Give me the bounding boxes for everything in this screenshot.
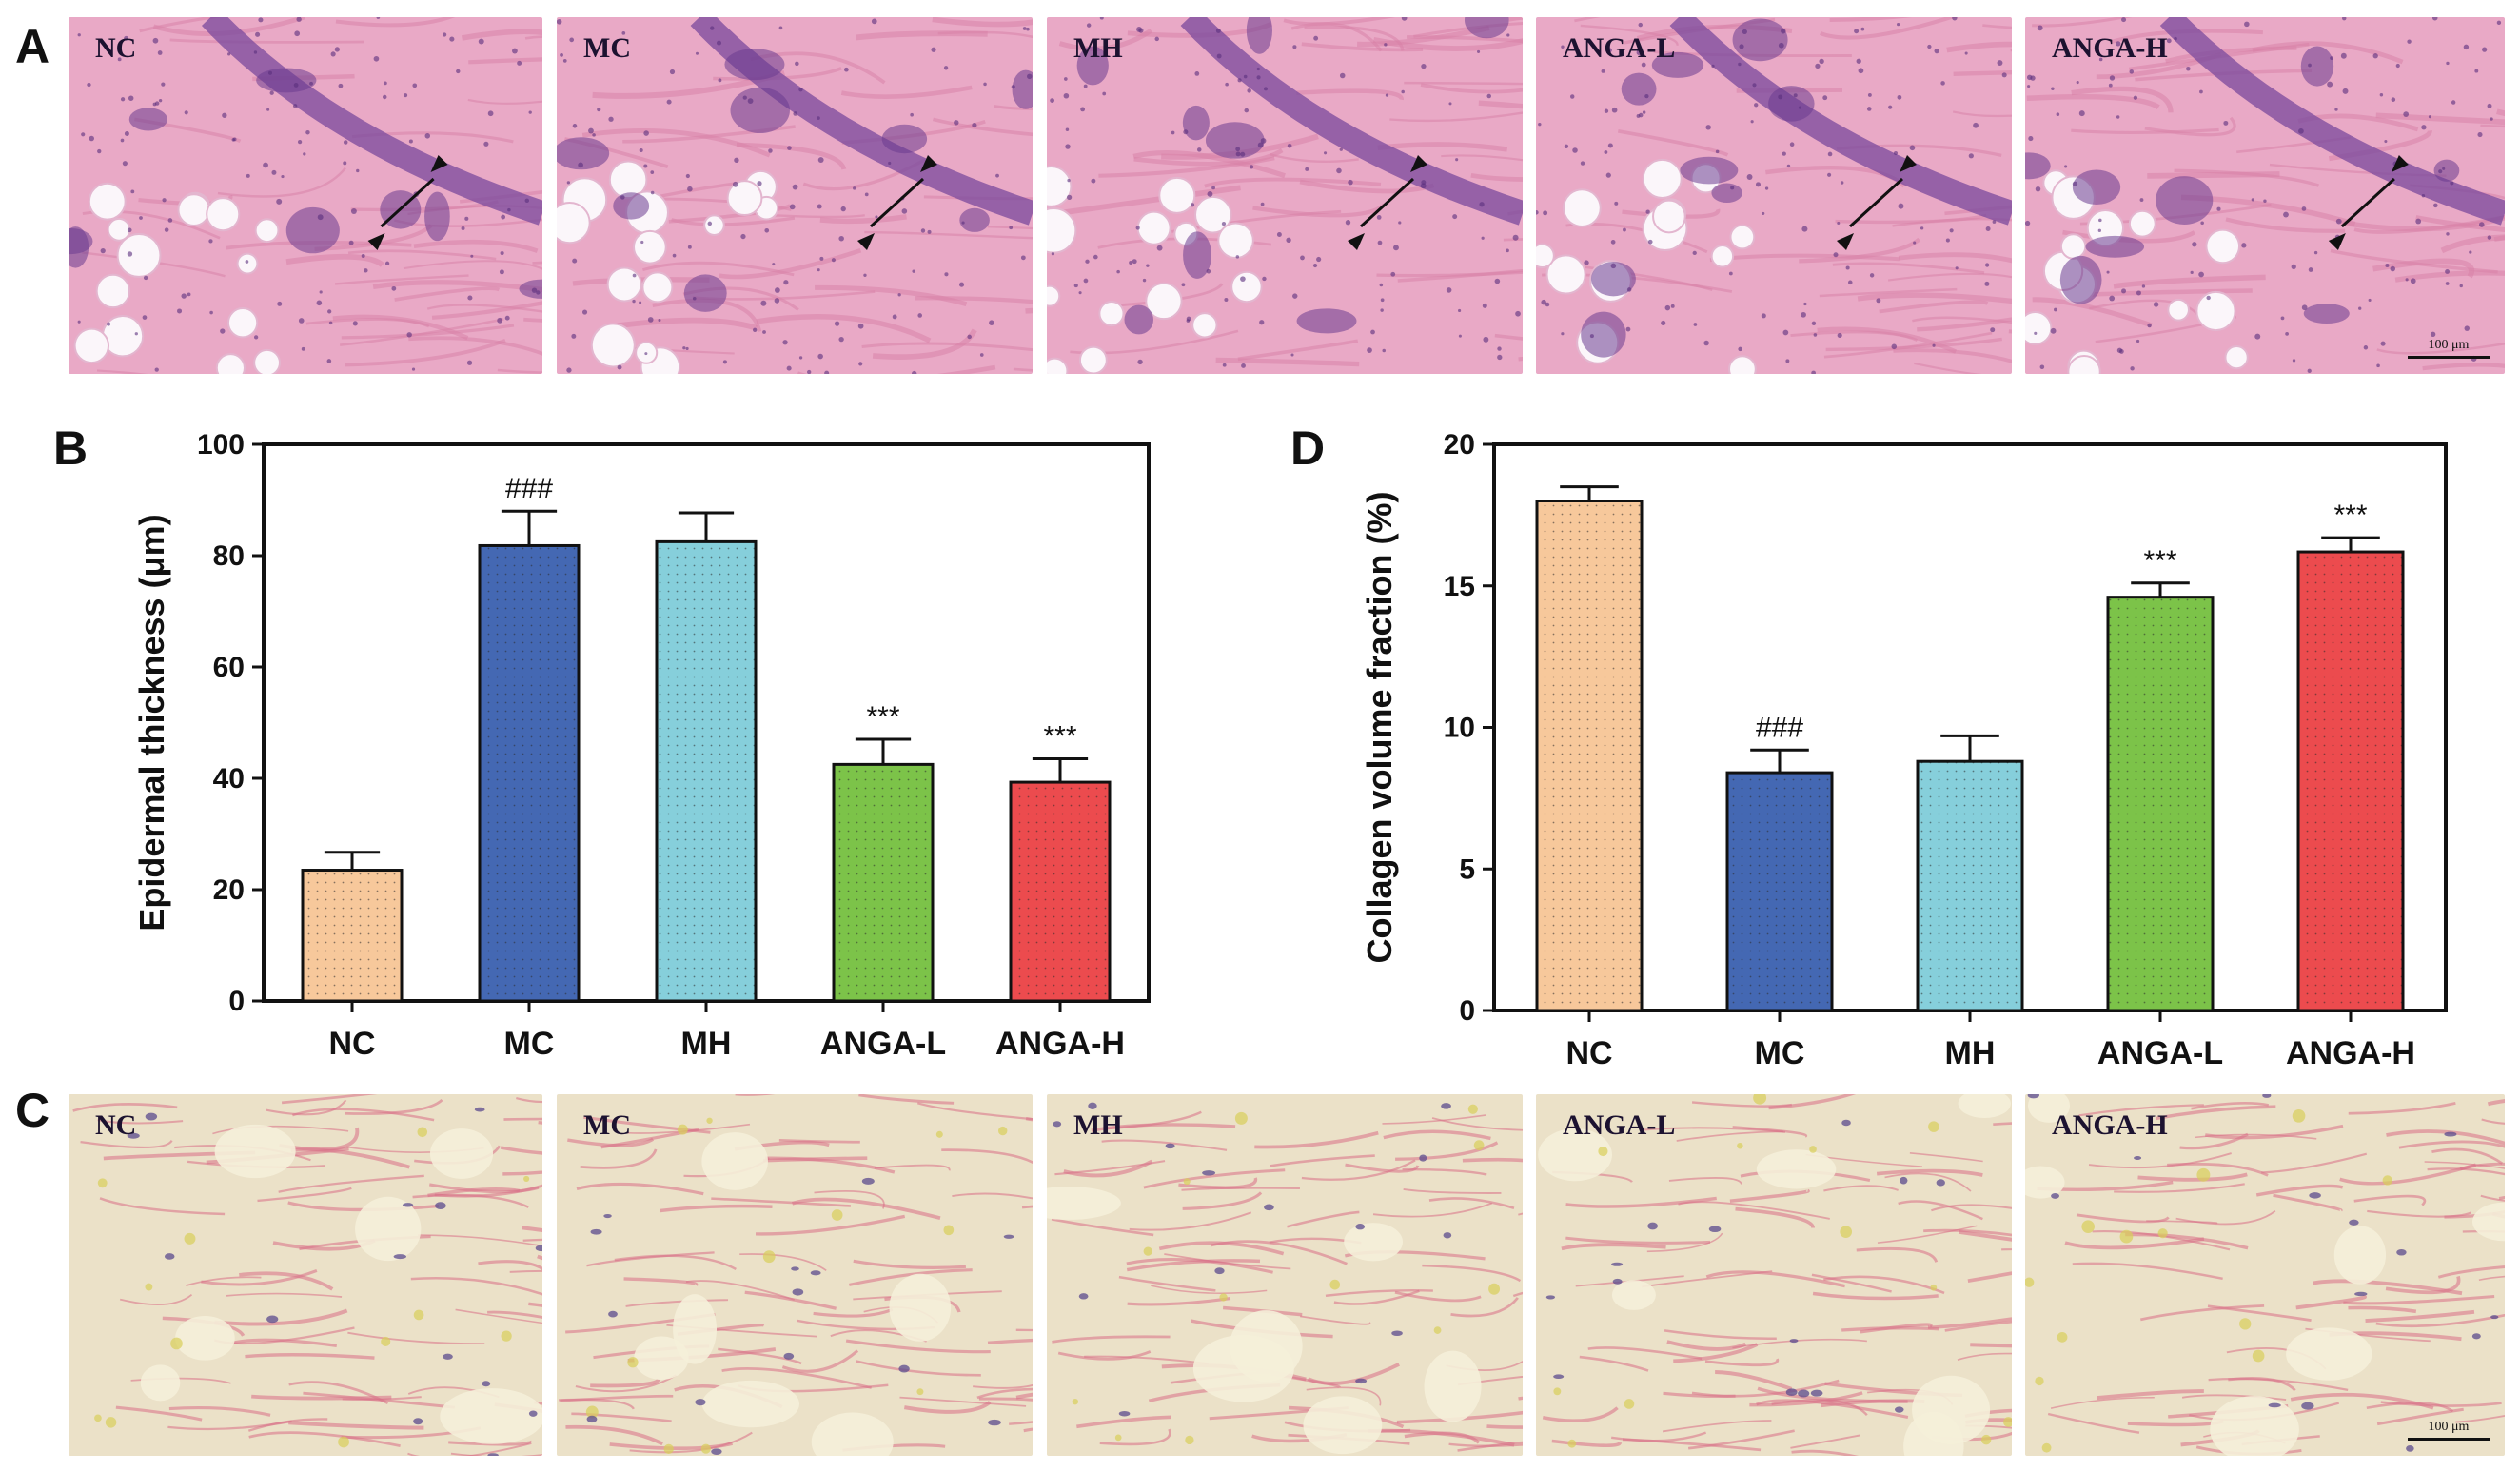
y-tick-label: 15 <box>1444 571 1475 602</box>
bar-anga-l <box>2106 596 2215 1012</box>
significance-label-anga-l: *** <box>866 701 899 733</box>
panel-c-micrograph-nc <box>69 1094 542 1456</box>
bar-nc <box>1535 500 1644 1012</box>
y-tick-label: 0 <box>1459 995 1475 1027</box>
panel-c-micrograph-mc <box>557 1094 1033 1456</box>
panel-c-group-label: NC <box>95 1109 137 1141</box>
significance-label-anga-h: *** <box>1043 721 1076 753</box>
y-tick-label: 20 <box>1444 429 1475 461</box>
panel-a-micrograph-nc <box>69 17 542 374</box>
y-tick-label: 60 <box>213 652 245 683</box>
panel-a-tile-nc: NC <box>69 17 542 374</box>
panel-a-scale-bar-line <box>2408 356 2490 359</box>
y-tick-label: 0 <box>228 986 245 1017</box>
category-label-anga-h: ANGA-H <box>995 1026 1125 1062</box>
panel-c-scale-bar: 100 μm <box>2408 1414 2490 1441</box>
y-tick-label: 5 <box>1459 853 1475 885</box>
panel-a-group-label: MH <box>1073 32 1123 64</box>
panel-c-group-label: ANGA-H <box>2052 1109 2168 1141</box>
panel-c-scale-bar-line <box>2408 1438 2490 1441</box>
y-tick-label: 100 <box>197 429 245 461</box>
bar-mh <box>1916 759 2024 1012</box>
bar-anga-h <box>2296 550 2405 1012</box>
panel-c-scale-bar-text: 100 μm <box>2428 1420 2470 1434</box>
bar-mc <box>478 543 581 1003</box>
category-label-anga-l: ANGA-L <box>820 1026 946 1062</box>
bar-anga-l <box>832 762 935 1003</box>
significance-label-mc: ### <box>1756 712 1803 743</box>
y-tick-label: 80 <box>213 540 245 572</box>
y-tick-label: 40 <box>213 763 245 794</box>
panel-a-tile-anga-l: ANGA-L <box>1536 17 2012 374</box>
panel-letter-a: A <box>15 20 50 73</box>
panel-a-group-label: ANGA-H <box>2052 32 2168 64</box>
bar-anga-h <box>1009 780 1112 1003</box>
category-label-anga-h: ANGA-H <box>2286 1035 2415 1071</box>
panel-letter-d: D <box>1290 422 1326 475</box>
panel-c-tile-nc: NC <box>69 1094 542 1456</box>
panel-a-scale-bar: 100 μm <box>2408 332 2490 359</box>
panel-c-tile-anga-l: ANGA-L <box>1536 1094 2012 1456</box>
significance-label-anga-h: *** <box>2333 500 2367 531</box>
panel-a-micrograph-anga-l <box>1536 17 2012 374</box>
chart-epidermal-thickness: 0 20 40 60 80 100 Epidermal thickness (μm) NC MC… <box>132 429 1180 1080</box>
panel-a-tile-anga-h: ANGA-H 100 μm <box>2025 17 2505 374</box>
panel-c-group-label: ANGA-L <box>1563 1109 1676 1141</box>
significance-label-anga-l: *** <box>2143 545 2176 577</box>
panel-a-micrograph-mh <box>1047 17 1523 374</box>
panel-letter-b: B <box>53 422 89 475</box>
panel-c-micrograph-anga-l <box>1536 1094 2012 1456</box>
category-label-mh: MH <box>1945 1035 1996 1071</box>
panel-a-tile-mc: MC <box>557 17 1033 374</box>
significance-label-mc: ### <box>505 473 553 504</box>
category-label-anga-l: ANGA-L <box>2097 1035 2223 1071</box>
chart-collagen-volume: 0 5 10 15 20 Collagen volume fraction (%) NC MC… <box>1360 429 2484 1080</box>
panel-c-group-label: MH <box>1073 1109 1123 1141</box>
category-label-nc: NC <box>328 1026 375 1062</box>
y-tick-label: 20 <box>213 874 245 906</box>
chart-b-svg: 0 20 40 60 80 100 Epidermal thickness (μm) NC MC… <box>132 429 1151 1062</box>
panel-c-micrograph-mh <box>1047 1094 1523 1456</box>
panel-a-group-label: MC <box>583 32 631 64</box>
panel-a-tile-mh: MH <box>1047 17 1523 374</box>
y-axis-title: Collagen volume fraction (%) <box>1360 491 1399 963</box>
category-label-mc: MC <box>504 1026 555 1062</box>
panel-c-group-label: MC <box>583 1109 631 1141</box>
y-axis-title: Epidermal thickness (μm) <box>132 514 171 931</box>
panel-a-micrograph-mc <box>557 17 1033 374</box>
panel-a-group-label: NC <box>95 32 137 64</box>
panel-letter-c: C <box>15 1084 50 1137</box>
category-label-mh: MH <box>681 1026 732 1062</box>
category-label-mc: MC <box>1755 1035 1805 1071</box>
panel-c-tile-mh: MH <box>1047 1094 1523 1456</box>
chart-d-svg: 0 5 10 15 20 Collagen volume fraction (%) NC MC… <box>1360 429 2448 1071</box>
bar-mc <box>1725 771 1834 1012</box>
panel-a-micrograph-anga-h <box>2025 17 2505 374</box>
bar-mh <box>655 539 758 1003</box>
panel-a-scale-bar-text: 100 μm <box>2428 338 2470 352</box>
panel-a-group-label: ANGA-L <box>1563 32 1676 64</box>
bar-nc <box>301 869 404 1003</box>
y-tick-label: 10 <box>1444 713 1475 744</box>
panel-c-tile-mc: MC <box>557 1094 1033 1456</box>
panel-c-micrograph-anga-h <box>2025 1094 2505 1456</box>
category-label-nc: NC <box>1565 1035 1612 1071</box>
panel-c-tile-anga-h: ANGA-H 100 μm <box>2025 1094 2505 1456</box>
